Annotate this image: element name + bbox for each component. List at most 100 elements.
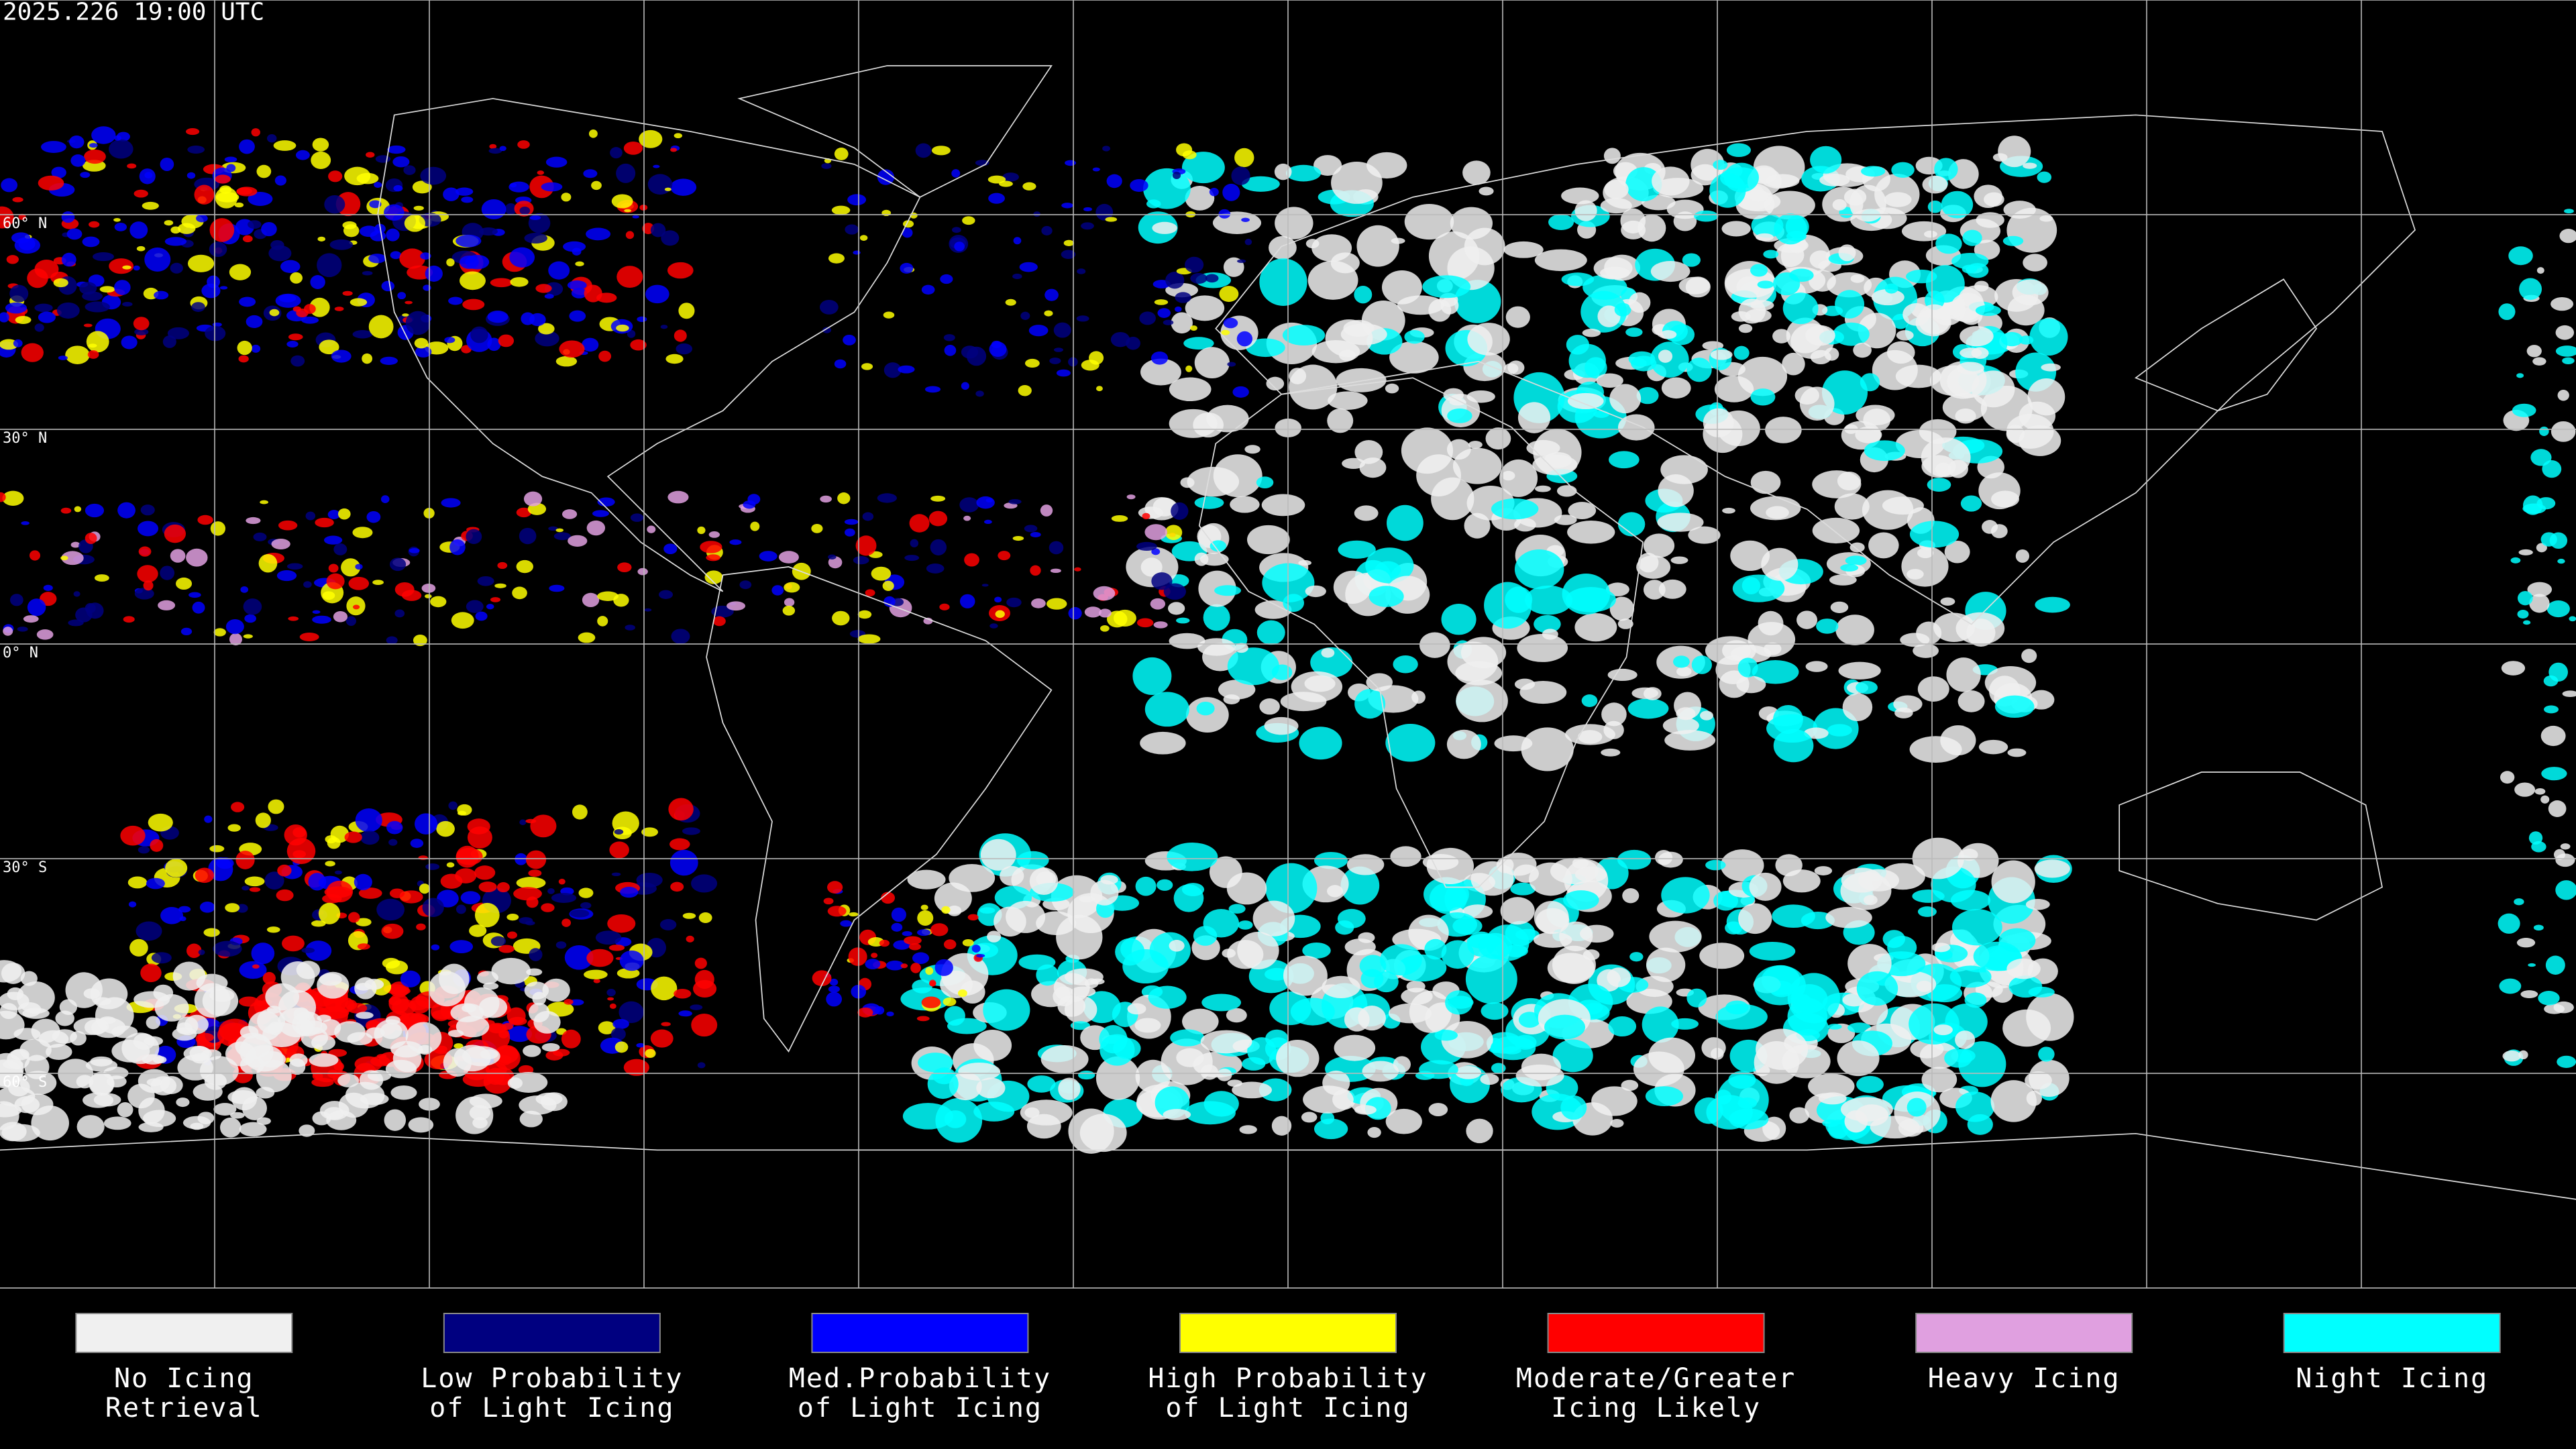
cloud-patch (1544, 1014, 1586, 1040)
cloud-patch (513, 887, 542, 901)
cloud-patch (1144, 496, 1179, 521)
cloud-patch (1234, 643, 1248, 653)
cloud-patch (535, 284, 552, 293)
cloud-patch (475, 611, 488, 621)
cloud-patch (553, 532, 571, 541)
cloud-patch (1909, 1003, 1960, 1045)
cloud-patch (440, 873, 463, 889)
cloud-patch (1180, 477, 1195, 488)
cloud-patch (570, 909, 590, 918)
cloud-patch (1098, 608, 1112, 618)
cloud-patch (538, 323, 555, 335)
cloud-patch (345, 616, 356, 626)
cloud-patch (987, 930, 1002, 943)
cloud-patch (1917, 547, 1934, 559)
cloud-patch (152, 1056, 167, 1064)
cloud-patch (1960, 325, 1994, 347)
cloud-patch (853, 250, 861, 255)
cloud-patch (1239, 1125, 1257, 1134)
cloud-patch (1228, 904, 1246, 914)
cloud-patch (729, 539, 742, 545)
cloud-patch (691, 1013, 718, 1037)
cloud-patch (61, 252, 76, 267)
cloud-patch (840, 920, 853, 927)
cloud-patch (1608, 1016, 1637, 1037)
cloud-patch (1006, 597, 1022, 608)
cloud-patch (1737, 657, 1758, 678)
cloud-patch (900, 262, 914, 274)
cloud-patch (288, 616, 299, 621)
cloud-patch (1423, 877, 1469, 912)
cloud-patch (73, 591, 80, 597)
cloud-patch (356, 172, 379, 184)
cloud-patch (700, 541, 722, 553)
cloud-patch (1864, 440, 1905, 462)
cloud-patch (1643, 687, 1662, 700)
cloud-patch (1703, 408, 1734, 437)
cloud-patch (295, 150, 310, 160)
cloud-patch (431, 944, 440, 951)
cloud-patch (519, 527, 537, 545)
cloud-patch (405, 301, 413, 305)
cloud-patch (240, 586, 249, 593)
cloud-patch (1247, 525, 1290, 555)
cloud-patch (1845, 555, 1867, 566)
cloud-patch (1958, 1041, 2006, 1087)
cloud-patch (1676, 707, 1696, 720)
cloud-patch (1860, 373, 1880, 392)
cloud-patch (1005, 299, 1016, 306)
cloud-patch (524, 233, 547, 244)
cloud-patch (822, 327, 831, 333)
cloud-patch (636, 1042, 645, 1048)
cloud-patch (70, 154, 86, 167)
cloud-patch (6, 255, 19, 264)
cloud-patch (959, 497, 979, 513)
cloud-patch (1843, 189, 1867, 206)
cloud-patch (238, 355, 249, 363)
cloud-patch (197, 1032, 214, 1042)
cloud-patch (597, 591, 619, 601)
cloud-patch (1365, 547, 1414, 584)
cloud-patch (1661, 877, 1710, 914)
cloud-patch (1957, 690, 1985, 712)
cloud-patch (21, 521, 30, 525)
cloud-patch (1206, 405, 1249, 433)
cloud-patch (1705, 859, 1726, 871)
cloud-patch (1027, 1075, 1056, 1093)
cloud-patch (1050, 568, 1061, 574)
cloud-patch (558, 878, 566, 885)
cloud-patch (2499, 978, 2522, 994)
cloud-patch (1079, 1114, 1127, 1152)
cloud-patch (144, 1036, 164, 1046)
cloud-patch (317, 236, 325, 241)
cloud-patch (415, 813, 438, 835)
cloud-patch (1757, 280, 1774, 289)
cloud-patch (706, 554, 720, 561)
cloud-patch (331, 350, 352, 363)
cloud-patch (1998, 136, 2031, 168)
cloud-patch (891, 907, 906, 922)
cloud-patch (1205, 274, 1219, 283)
cloud-patch (0, 312, 9, 323)
cloud-patch (337, 508, 351, 520)
cloud-patch (1658, 350, 1673, 363)
cloud-patch (1264, 716, 1299, 735)
cloud-patch (2037, 171, 2052, 183)
cloud-patch (176, 1016, 199, 1036)
cloud-patch (1356, 225, 1399, 267)
cloud-patch (2041, 363, 2061, 372)
cloud-patch (2, 490, 24, 506)
cloud-patch (943, 939, 957, 950)
cloud-patch (925, 967, 934, 975)
cloud-patch (1494, 735, 1533, 752)
cloud-patch (286, 838, 316, 865)
cloud-patch (1567, 392, 1604, 410)
cloud-patch (1834, 493, 1870, 520)
cloud-patch (1238, 920, 1253, 930)
cloud-patch (2516, 938, 2536, 948)
cloud-patch (1018, 384, 1032, 396)
cloud-patch (137, 565, 158, 583)
cloud-patch (1203, 1091, 1239, 1117)
cloud-patch (1337, 908, 1366, 928)
